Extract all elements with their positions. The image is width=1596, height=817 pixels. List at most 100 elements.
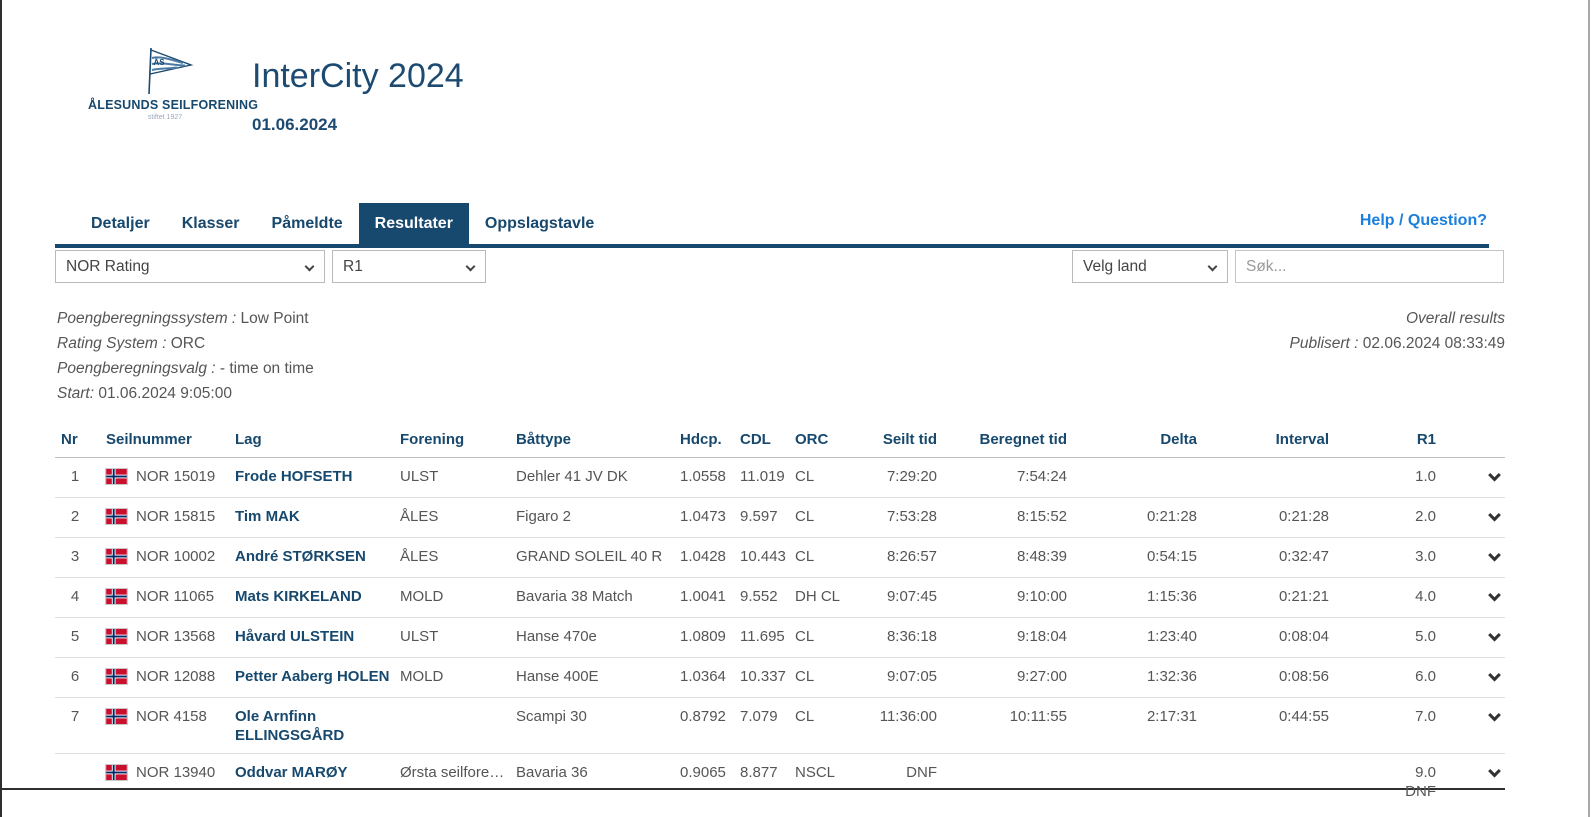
- elapsed-time-cell: 7:29:20: [886, 467, 937, 485]
- col-header-hdcp: Hdcp.: [671, 422, 726, 458]
- cdl-cell: 10.337: [740, 667, 786, 685]
- norway-flag-icon: [105, 547, 128, 565]
- chevron-down-icon[interactable]: [1488, 468, 1501, 481]
- race-score: 2.0: [1415, 507, 1436, 525]
- interval-cell: 0:21:21: [1278, 587, 1329, 605]
- skipper-name[interactable]: Mats KIRKELAND: [235, 587, 362, 605]
- sail-number: NOR 4158: [136, 707, 207, 725]
- scoring-system-line: Poengberegningssystem : Low Point: [57, 310, 309, 327]
- col-header-r1: R1: [1330, 422, 1440, 458]
- interval-cell: 0:32:47: [1278, 547, 1329, 565]
- frame-bottom-border: [0, 788, 1505, 790]
- skipper-name[interactable]: Oddvar MARØY: [235, 763, 348, 781]
- class-select[interactable]: NOR Rating: [55, 250, 325, 283]
- chevron-down-icon[interactable]: [1488, 548, 1501, 561]
- table-row: 3 NOR 10002 André STØRKSEN ÅLES GRAND SO…: [55, 537, 1505, 577]
- norway-flag-icon: [105, 707, 128, 725]
- sail-number-cell: NOR 11065: [95, 577, 227, 617]
- col-header-cdl: CDL: [726, 422, 778, 458]
- help-question-link[interactable]: Help / Question?: [1359, 212, 1487, 229]
- sail-number: NOR 11065: [136, 587, 215, 605]
- race-score-cell: 5.0: [1330, 617, 1440, 657]
- hdcp-cell: 1.0428: [680, 547, 726, 565]
- hdcp-cell: 0.9065: [680, 763, 726, 781]
- results-table-body: 1 NOR 15019 Frode HOFSETH ULST Dehler 41…: [55, 457, 1505, 809]
- race-score-cell: 9.0 DNF: [1330, 753, 1440, 809]
- table-header-row: Nr Seilnummer Lag Forening Båttype Hdcp.…: [55, 422, 1505, 458]
- cdl-cell: 9.597: [740, 507, 778, 525]
- skipper-name[interactable]: Tim MAK: [235, 507, 300, 525]
- hdcp-cell: 0.8792: [680, 707, 726, 725]
- norway-flag-icon: [105, 507, 128, 525]
- frame-left-border: [0, 0, 2, 817]
- race-score-cell: 3.0: [1330, 537, 1440, 577]
- race-score: 7.0: [1415, 707, 1436, 725]
- col-header-battype: Båttype: [504, 422, 671, 458]
- country-select[interactable]: Velg land: [1072, 250, 1228, 283]
- rank-cell: [55, 753, 95, 809]
- cdl-cell: 9.552: [740, 587, 778, 605]
- tab-pameldte[interactable]: Påmeldte: [271, 214, 343, 232]
- norway-flag-icon: [105, 627, 128, 645]
- chevron-down-icon[interactable]: [1488, 628, 1501, 641]
- orc-class-cell: DH CL: [795, 587, 841, 605]
- club-cell: ULST: [400, 627, 439, 645]
- vertical-scrollbar[interactable]: [1588, 0, 1590, 817]
- chevron-down-icon[interactable]: [1488, 588, 1501, 601]
- skipper-name[interactable]: Frode HOFSETH: [235, 467, 353, 485]
- chevron-down-icon[interactable]: [1488, 764, 1501, 777]
- tab-oppslagstavle[interactable]: Oppslagstavle: [484, 214, 595, 232]
- boat-type-cell: Figaro 2: [516, 507, 572, 525]
- interval-cell: 0:21:28: [1278, 507, 1329, 525]
- norway-flag-icon: [105, 587, 128, 605]
- chevron-down-icon[interactable]: [1488, 708, 1501, 721]
- country-select-control[interactable]: Velg land: [1073, 251, 1227, 282]
- boat-type-cell: Scampi 30: [516, 707, 587, 725]
- interval-cell: [1198, 457, 1330, 497]
- club-cell: ÅLES: [400, 507, 439, 525]
- corrected-time-cell: 9:18:04: [1016, 627, 1067, 645]
- col-header-beregnet-tid: Beregnet tid: [938, 422, 1068, 458]
- burgee-flag-icon: ÅS: [148, 47, 194, 95]
- expand-row-cell: [1440, 497, 1505, 537]
- race-score-cell: 7.0: [1330, 697, 1440, 753]
- search-input[interactable]: [1235, 250, 1504, 283]
- skipper-name[interactable]: Petter Aaberg HOLEN: [235, 667, 390, 685]
- tab-resultater[interactable]: Resultater: [358, 203, 469, 244]
- club-cell: [392, 697, 504, 753]
- race-select-control[interactable]: R1: [333, 251, 485, 282]
- chevron-down-icon[interactable]: [1488, 668, 1501, 681]
- skipper-name[interactable]: Håvard ULSTEIN: [235, 627, 355, 645]
- sail-number-cell: NOR 13568: [95, 617, 227, 657]
- elapsed-time-cell: 11:36:00: [879, 707, 937, 725]
- col-header-seilt-tid: Seilt tid: [833, 422, 938, 458]
- delta-cell: [1068, 457, 1198, 497]
- interval-cell: [1198, 753, 1330, 809]
- chevron-down-icon[interactable]: [1488, 508, 1501, 521]
- boat-type-cell: GRAND SOLEIL 40 R: [516, 547, 663, 565]
- cdl-cell: 11.695: [740, 627, 785, 645]
- skipper-name[interactable]: Ole Arnfinn ELLINGSGÅRD: [235, 707, 345, 744]
- start-time-line: Start: 01.06.2024 9:05:00: [57, 385, 232, 402]
- tab-klasser[interactable]: Klasser: [181, 214, 240, 232]
- orc-class-cell: CL: [795, 627, 815, 645]
- corrected-time-cell: [938, 753, 1068, 809]
- scoring-option-line: Poengberegningsvalg : - time on time: [57, 360, 314, 377]
- boat-type-cell: Hanse 470e: [516, 627, 597, 645]
- skipper-name[interactable]: André STØRKSEN: [235, 547, 366, 565]
- club-cell: ULST: [400, 467, 439, 485]
- class-select-control[interactable]: NOR Rating: [56, 251, 324, 282]
- race-score: 6.0: [1415, 667, 1436, 685]
- col-header-orc: ORC: [778, 422, 833, 458]
- rank-cell: 6: [70, 667, 80, 685]
- sail-number: NOR 13568: [136, 627, 216, 645]
- race-select[interactable]: R1: [332, 250, 486, 283]
- col-header-expand: [1440, 422, 1505, 458]
- club-name: ÅLESUNDS SEILFORENING: [88, 98, 259, 112]
- tab-detaljer[interactable]: Detaljer: [91, 214, 150, 232]
- race-score: 1.0: [1415, 467, 1436, 485]
- delta-cell: 1:32:36: [1146, 667, 1197, 685]
- table-row: 2 NOR 15815 Tim MAK ÅLES Figaro 2 1.0473: [55, 497, 1505, 537]
- club-cell: Ørsta seilfore…: [400, 763, 504, 781]
- elapsed-time-cell: DNF: [906, 763, 937, 781]
